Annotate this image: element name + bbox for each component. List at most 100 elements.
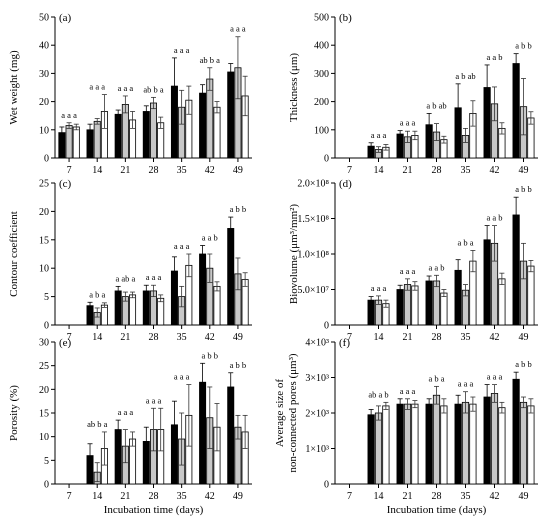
x-tick-label: 42 <box>490 332 500 343</box>
bar <box>403 403 412 485</box>
y-axis-title-line1: Average size of <box>274 379 286 448</box>
bar <box>114 290 122 326</box>
x-tick-label: 14 <box>374 491 384 502</box>
y-tick-label: 10 <box>39 432 49 443</box>
bar <box>396 403 404 485</box>
significance-letters: a a a <box>400 386 416 396</box>
x-tick-label: 21 <box>403 165 413 176</box>
bar <box>227 71 235 159</box>
significance-letters: a a a <box>118 83 134 93</box>
significance-letters: a a b <box>202 232 218 242</box>
x-tick-label: 28 <box>149 165 159 176</box>
bar <box>490 393 499 485</box>
significance-letters: a b b <box>515 359 532 369</box>
significance-letters: a a a <box>89 82 105 92</box>
panel-5: 0 1×10³ 2×10³ 3×10³ 4×10³ 7 14 21 28 35 42 49 ab a b… <box>274 337 538 516</box>
bar <box>432 280 441 326</box>
x-tick-label: 35 <box>177 165 187 176</box>
significance-letters: a a a <box>230 24 246 34</box>
bar <box>498 278 506 326</box>
x-tick-label: 35 <box>177 332 187 343</box>
bar <box>512 63 520 159</box>
bar <box>227 228 235 326</box>
significance-letters: a a b <box>486 52 502 62</box>
x-tick-label: 49 <box>519 165 529 176</box>
significance-letters: a a b <box>428 262 444 272</box>
y-tick-label: 25 <box>39 179 49 190</box>
x-tick-label: 7 <box>347 332 352 343</box>
y-axis-title: Porosity (%) <box>8 385 20 441</box>
bar <box>157 297 165 326</box>
x-tick-label: 7 <box>347 491 352 502</box>
x-tick-label: 49 <box>519 491 529 502</box>
significance-letters: a a a <box>174 45 190 55</box>
y-tick-label: 20 <box>39 97 49 108</box>
x-tick-label: 7 <box>67 165 72 176</box>
bar <box>206 78 214 159</box>
significance-letters: a b b <box>230 360 247 370</box>
bar <box>440 292 448 326</box>
bar <box>519 401 528 485</box>
significance-letters: ab b a <box>200 55 221 65</box>
y-tick-label: 2.0×10⁸ <box>297 179 329 190</box>
y-tick-label: 15 <box>39 409 49 420</box>
y-tick-label: 5 <box>44 456 49 467</box>
y-tick-label: 0 <box>44 321 49 332</box>
x-tick-label: 14 <box>374 332 384 343</box>
panel-1: 0 100 200 300 400 500 7 14 21 28 35 42 49 a a a a a a a… <box>288 12 538 176</box>
bar <box>411 403 419 485</box>
significance-letters: a b b <box>515 41 532 51</box>
y-tick-label: 20 <box>39 207 49 218</box>
y-tick-label: 50 <box>39 13 49 24</box>
x-tick-label: 49 <box>519 332 529 343</box>
significance-letters: a b ab <box>426 100 446 110</box>
y-tick-label: 200 <box>314 97 329 108</box>
y-tick-label: 0 <box>44 154 49 165</box>
bar <box>483 396 491 485</box>
significance-letters: a a a <box>174 372 190 382</box>
x-tick-label: 28 <box>432 332 442 343</box>
significance-letters: a b ab <box>455 71 475 81</box>
significance-letters: a a a <box>371 283 387 293</box>
bar <box>527 265 535 326</box>
x-tick-label: 14 <box>92 332 102 343</box>
bar <box>142 111 150 159</box>
x-tick-label: 49 <box>233 165 243 176</box>
x-tick-label: 42 <box>205 332 215 343</box>
panel-0: 0 10 20 30 40 50 7 14 21 28 35 42 49 a a a a a a a a a a… <box>8 12 252 176</box>
panel-3: 0 5.0×10⁷ 1.0×10⁸ 1.5×10⁸ 2.0×10⁸ 7 14 21 28 35 42… <box>288 178 538 343</box>
x-tick-label: 42 <box>205 165 215 176</box>
panel-label: (e) <box>59 337 72 349</box>
y-tick-label: 1.5×10⁸ <box>297 214 329 225</box>
y-tick-label: 15 <box>39 235 49 246</box>
x-tick-label: 21 <box>403 491 413 502</box>
bar <box>425 280 433 326</box>
significance-letters: a a a <box>458 379 474 389</box>
x-tick-label: 7 <box>67 491 72 502</box>
bar <box>440 405 448 485</box>
x-tick-label: 28 <box>432 491 442 502</box>
significance-letters: a a a <box>487 372 503 382</box>
bar <box>129 294 137 326</box>
significance-letters: a b a <box>89 289 105 299</box>
y-tick-label: 3×10³ <box>305 373 329 384</box>
significance-letters: a b b <box>515 184 532 194</box>
y-tick-label: 0 <box>324 321 329 332</box>
y-tick-label: 10 <box>39 125 49 136</box>
y-axis-title: Wet weight (mg) <box>8 50 20 125</box>
bar <box>527 405 535 485</box>
bar <box>411 285 419 326</box>
bar <box>374 412 383 485</box>
bar <box>512 378 520 485</box>
x-tick-label: 14 <box>92 165 102 176</box>
x-axis-title: Incubation time (days) <box>104 504 204 516</box>
y-tick-label: 40 <box>39 41 49 52</box>
significance-letters: a a b <box>486 213 502 223</box>
significance-letters: a ab a <box>115 273 135 283</box>
significance-letters: a b a <box>457 237 473 247</box>
x-tick-label: 49 <box>233 332 243 343</box>
y-tick-label: 10 <box>39 264 49 275</box>
significance-letters: a b a <box>428 373 444 383</box>
x-tick-label: 42 <box>490 491 500 502</box>
bar <box>213 106 221 159</box>
